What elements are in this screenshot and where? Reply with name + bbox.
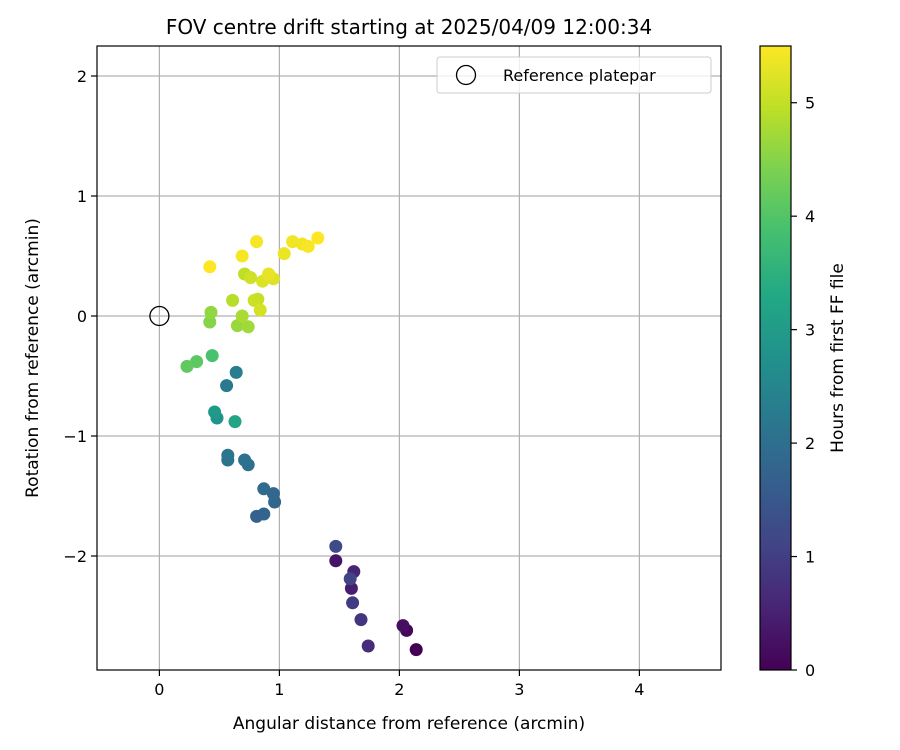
- scatter-point: [250, 235, 264, 249]
- scatter-point: [226, 293, 240, 307]
- x-tick-label: 1: [274, 680, 284, 699]
- scatter-point: [257, 507, 271, 521]
- scatter-point: [361, 639, 375, 653]
- scatter-points: [180, 231, 423, 657]
- scatter-point: [266, 487, 280, 501]
- x-axis-label: Angular distance from reference (arcmin): [233, 714, 585, 734]
- scatter-point: [301, 239, 315, 253]
- scatter-point: [257, 482, 271, 496]
- scatter-point: [203, 315, 217, 329]
- x-tick-label: 0: [154, 680, 164, 699]
- scatter-point: [247, 293, 261, 307]
- scatter-point: [344, 581, 358, 595]
- colorbar-tick-label: 5: [805, 94, 815, 113]
- reference-marker-layer: [149, 305, 170, 327]
- colorbar-tick-label: 3: [805, 321, 815, 340]
- y-tick-label: 0: [77, 307, 87, 326]
- plot-frame: [96, 45, 722, 671]
- y-tick-label: −1: [63, 427, 87, 446]
- colorbar-tick-label: 1: [805, 548, 815, 567]
- x-tick-label: 4: [634, 680, 644, 699]
- colorbar-gradient: [759, 45, 792, 671]
- scatter-point: [208, 405, 222, 419]
- scatter-point: [241, 320, 255, 334]
- scatter-point: [396, 619, 410, 633]
- scatter-point: [238, 453, 252, 467]
- scatter-point: [220, 379, 234, 393]
- colorbar-tick-label: 0: [805, 661, 815, 680]
- y-axis-label: Rotation from reference (arcmin): [23, 218, 43, 498]
- scatter-point: [409, 643, 423, 657]
- scatter-point: [229, 365, 243, 379]
- scatter-point: [244, 271, 258, 285]
- legend: Reference platepar: [436, 56, 712, 94]
- scatter-point: [354, 613, 368, 627]
- colorbar-tick-label: 4: [805, 207, 815, 226]
- scatter-point: [262, 267, 276, 281]
- scatter-point: [204, 305, 218, 319]
- scatter-point: [235, 249, 249, 263]
- colorbar-tick-label: 2: [805, 434, 815, 453]
- plot-area: [97, 46, 721, 670]
- scatter-point: [205, 349, 219, 363]
- legend-reference-marker: [455, 64, 477, 86]
- y-tick-label: −2: [63, 547, 87, 566]
- scatter-point: [190, 355, 204, 369]
- colorbar-ticks: 0 1 2 3 4 5: [791, 94, 815, 680]
- legend-label: Reference platepar: [503, 66, 656, 85]
- scatter-point: [311, 231, 325, 245]
- scatter-point: [180, 359, 194, 373]
- scatter-point: [221, 448, 235, 462]
- x-tick-label: 2: [394, 680, 404, 699]
- y-axis-ticks: −2 −1 0 1 2: [63, 67, 97, 566]
- legend-box: [436, 56, 712, 94]
- x-axis-ticks: 0 1 2 3 4: [154, 670, 644, 699]
- scatter-point: [329, 539, 343, 553]
- scatter-point: [346, 596, 360, 610]
- scatter-point: [203, 260, 217, 274]
- chart-title: FOV centre drift starting at 2025/04/09 …: [166, 15, 652, 39]
- reference-marker: [149, 305, 170, 327]
- scatter-point: [277, 247, 291, 261]
- scatter-point: [228, 415, 242, 429]
- x-tick-label: 3: [514, 680, 524, 699]
- scatter-point: [253, 303, 267, 317]
- scatter-point: [329, 554, 343, 568]
- scatter-point: [230, 319, 244, 333]
- colorbar-label: Hours from first FF file: [828, 263, 848, 453]
- y-tick-label: 2: [77, 67, 87, 86]
- scatter-point: [343, 572, 357, 586]
- colorbar: 0 1 2 3 4 5 Hours from first FF file: [759, 45, 848, 680]
- y-tick-label: 1: [77, 187, 87, 206]
- scatter-point: [235, 309, 249, 323]
